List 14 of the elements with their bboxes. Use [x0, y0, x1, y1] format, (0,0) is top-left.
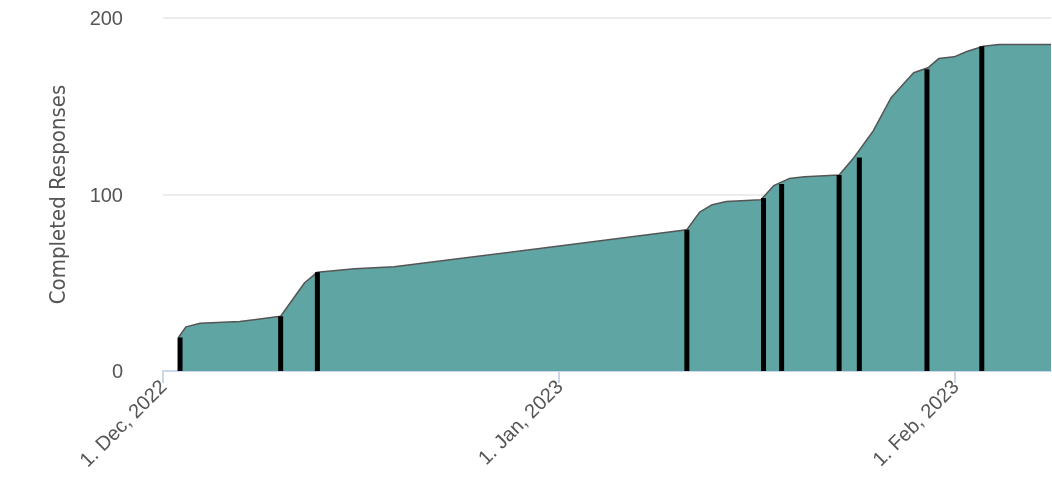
- y-tick-label: 0: [111, 360, 123, 382]
- bar: [684, 229, 690, 371]
- y-tick-label: 200: [89, 7, 123, 29]
- bar: [314, 272, 320, 371]
- y-axis-title: Completed Responses: [44, 84, 70, 305]
- bar: [856, 157, 862, 371]
- bar: [924, 69, 930, 371]
- bar: [779, 183, 785, 371]
- bar: [278, 316, 284, 371]
- y-tick-label: 100: [89, 183, 123, 206]
- bar: [761, 198, 767, 371]
- bar: [979, 46, 985, 371]
- bar: [177, 337, 183, 371]
- bar: [836, 175, 842, 371]
